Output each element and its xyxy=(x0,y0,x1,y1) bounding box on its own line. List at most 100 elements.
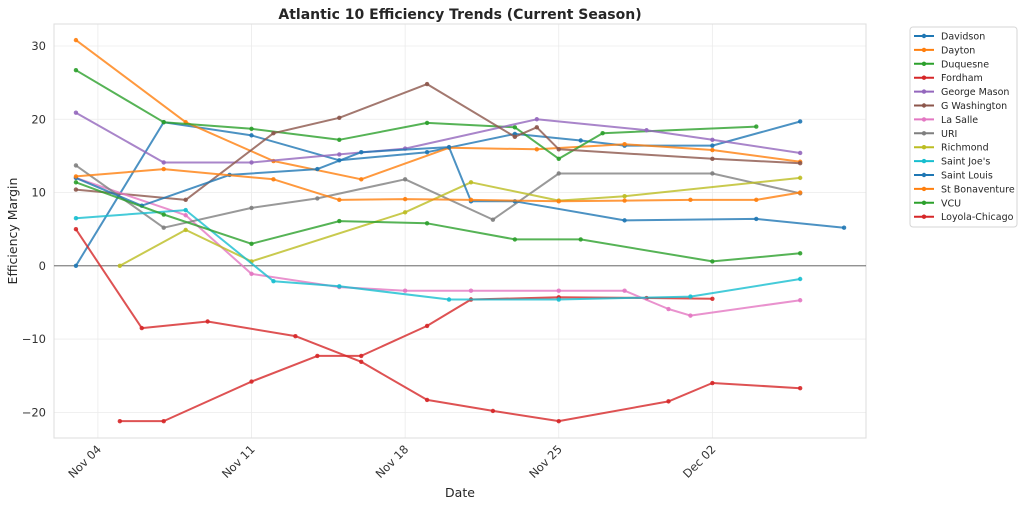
series-st-bonaventure xyxy=(73,166,803,204)
legend-label: G Washington xyxy=(941,101,1007,112)
data-point-loyola-chicago xyxy=(490,408,496,414)
legend-label: Saint Louis xyxy=(941,171,993,182)
legend-item-st-bonaventure: St Bonaventure xyxy=(914,184,1015,195)
data-point-fordham xyxy=(424,323,430,329)
series-saint-joe-s xyxy=(73,207,803,302)
data-point-saint-joe-s xyxy=(446,297,452,302)
data-point-uri xyxy=(161,225,166,230)
data-point-uri xyxy=(315,196,320,201)
data-point-g-washington xyxy=(183,197,188,203)
legend-item-la-salle: La Salle xyxy=(914,115,978,126)
y-tick-label: 0 xyxy=(39,259,46,273)
data-point-richmond xyxy=(117,263,123,269)
data-point-loyola-chicago xyxy=(139,325,144,331)
legend-label: Davidson xyxy=(941,32,985,43)
data-point-dayton xyxy=(622,141,627,147)
data-point-uri xyxy=(490,217,496,222)
legend-item-loyola-chicago: Loyola-Chicago xyxy=(914,212,1014,223)
data-point-vcu xyxy=(73,180,79,185)
data-point-vcu xyxy=(161,212,166,217)
data-point-saint-louis xyxy=(841,225,847,230)
data-point-st-bonaventure xyxy=(797,190,803,195)
data-point-st-bonaventure xyxy=(688,197,693,203)
plot-frame xyxy=(53,23,867,439)
data-point-la-salle xyxy=(468,288,474,293)
data-point-la-salle xyxy=(183,213,188,218)
legend-item-duquesne: Duquesne xyxy=(914,59,989,70)
data-point-loyola-chicago xyxy=(73,226,79,232)
data-point-uri xyxy=(556,171,561,176)
y-tick-label: 10 xyxy=(31,186,46,200)
data-point-st-bonaventure xyxy=(161,166,166,172)
data-point-g-washington xyxy=(556,147,561,152)
series-la-salle xyxy=(73,175,803,318)
series-loyola-chicago xyxy=(73,226,803,424)
data-point-la-salle xyxy=(666,306,671,312)
legend-marker xyxy=(921,103,927,108)
legend-item-george-mason: George Mason xyxy=(914,87,1009,98)
data-point-saint-joe-s xyxy=(183,207,188,213)
data-point-st-bonaventure xyxy=(754,197,759,203)
data-point-la-salle xyxy=(249,271,254,277)
data-point-davidson xyxy=(710,143,715,148)
data-point-davidson xyxy=(249,133,254,138)
y-tick-label: −10 xyxy=(22,332,46,346)
data-point-duquesne xyxy=(161,119,166,125)
legend-label: VCU xyxy=(941,198,961,209)
chart-title: Atlantic 10 Efficiency Trends (Current S… xyxy=(278,7,641,23)
data-point-g-washington xyxy=(337,115,342,120)
data-point-g-washington xyxy=(424,81,430,87)
data-point-fordham xyxy=(315,353,320,359)
legend-label: Dayton xyxy=(941,45,975,56)
data-point-la-salle xyxy=(688,313,693,318)
data-point-george-mason xyxy=(797,150,803,156)
data-point-saint-louis xyxy=(754,216,759,222)
data-point-duquesne xyxy=(73,67,79,73)
legend-frame xyxy=(909,26,1018,228)
data-point-uri xyxy=(73,163,79,168)
legend-marker xyxy=(921,200,927,205)
data-point-loyola-chicago xyxy=(359,359,364,364)
data-point-vcu xyxy=(512,237,518,242)
data-point-uri xyxy=(402,177,408,182)
legend-label: Saint Joe's xyxy=(941,157,990,168)
data-point-vcu xyxy=(797,251,803,256)
data-point-george-mason xyxy=(644,128,649,133)
legend-item-saint-joe-s: Saint Joe's xyxy=(914,157,990,168)
y-axis-label: Efficiency Margin xyxy=(5,178,20,285)
data-point-saint-louis xyxy=(359,150,364,155)
data-point-g-washington xyxy=(512,134,518,140)
data-point-la-salle xyxy=(402,288,408,293)
data-point-fordham xyxy=(117,418,123,424)
data-point-loyola-chicago xyxy=(666,399,671,404)
series-line-g-washington xyxy=(75,83,801,201)
data-point-vcu xyxy=(710,259,715,264)
data-point-la-salle xyxy=(797,298,803,303)
data-point-saint-joe-s xyxy=(337,284,342,289)
data-point-duquesne xyxy=(600,130,605,136)
data-point-davidson xyxy=(797,119,803,124)
data-point-saint-joe-s xyxy=(73,215,79,221)
legend-label: URI xyxy=(941,129,957,140)
data-point-uri xyxy=(249,205,254,211)
data-point-duquesne xyxy=(512,125,518,130)
data-point-st-bonaventure xyxy=(271,177,276,182)
data-point-duquesne xyxy=(556,156,561,162)
legend-marker xyxy=(921,33,927,39)
data-point-george-mason xyxy=(249,160,254,165)
data-point-dayton xyxy=(710,147,715,153)
series-line-richmond xyxy=(119,176,801,267)
data-point-loyola-chicago xyxy=(797,385,803,391)
legend-marker xyxy=(921,214,927,219)
series-g-washington xyxy=(73,81,803,203)
legend-item-g-washington: G Washington xyxy=(914,101,1007,112)
data-point-george-mason xyxy=(337,152,342,157)
legend-item-richmond: Richmond xyxy=(914,143,989,154)
legend-marker xyxy=(921,145,927,150)
legend-item-dayton: Dayton xyxy=(914,45,975,56)
data-point-st-bonaventure xyxy=(622,198,627,203)
data-point-saint-louis xyxy=(446,144,452,150)
legend-label: St Bonaventure xyxy=(941,184,1015,195)
